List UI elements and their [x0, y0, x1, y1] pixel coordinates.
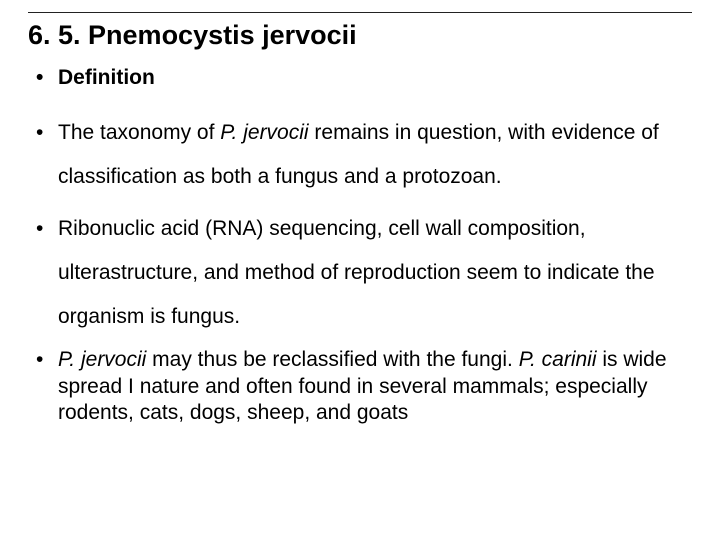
bullet-taxonomy: The taxonomy of P. jervocii remains in q… [28, 111, 692, 199]
bullet-reclass: P. jervocii may thus be reclassified wit… [28, 347, 692, 426]
bullet-text: Definition [58, 66, 155, 89]
italic-species: P. jervocii [58, 348, 146, 371]
top-divider [28, 12, 692, 13]
text-part: The taxonomy of [58, 121, 220, 144]
text-part: may thus be reclassified with the fungi. [146, 348, 518, 371]
slide-title: 6. 5. Pnemocystis jervocii [28, 19, 692, 51]
bullet-rna: Ribonuclic acid (RNA) sequencing, cell w… [28, 207, 692, 339]
bullet-text: Ribonuclic acid (RNA) sequencing, cell w… [58, 217, 655, 328]
slide: 6. 5. Pnemocystis jervocii Definition Th… [0, 0, 720, 540]
italic-species: P. jervocii [220, 121, 308, 144]
italic-species: P. carinii [519, 348, 597, 371]
bullet-definition: Definition [28, 63, 692, 92]
bullet-list: Definition The taxonomy of P. jervocii r… [28, 63, 692, 426]
